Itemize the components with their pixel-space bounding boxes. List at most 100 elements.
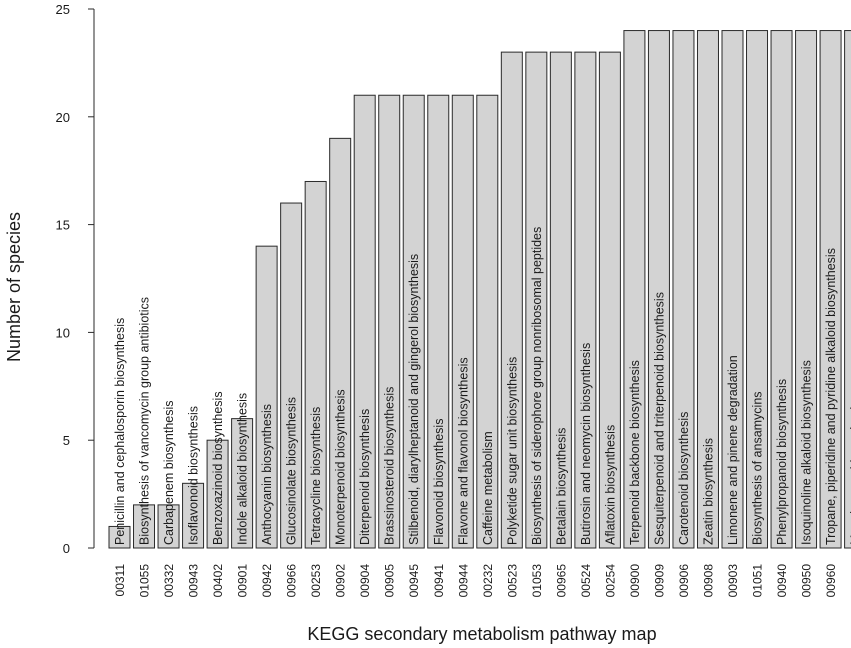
x-tick-label: 00905 (383, 564, 397, 598)
x-tick-label: 01053 (530, 564, 544, 598)
bar-label: Indole alkaloid biosynthesis (236, 393, 250, 545)
bar (598, 51, 621, 549)
bar (304, 180, 327, 549)
bar-label: Benzoxazinoid biosynthesis (211, 391, 225, 545)
x-tick-label: 00908 (701, 564, 715, 598)
x-tick-label: 00332 (162, 564, 176, 598)
bar-label: Biosynthesis of ansamycins (751, 391, 765, 545)
x-tick-label: 00950 (800, 564, 814, 598)
bar (844, 30, 851, 549)
x-tick-label: 00903 (726, 564, 740, 598)
x-tick-label: 00524 (579, 564, 593, 598)
x-tick-label: 00966 (285, 564, 299, 598)
bar (819, 30, 842, 549)
bar (255, 245, 278, 549)
x-tick-label: 00960 (824, 564, 838, 598)
x-tick-label: 00945 (407, 564, 421, 598)
bar-label: Biosynthesis of vancomycin group antibio… (138, 297, 152, 545)
x-tick-label: 00965 (554, 564, 568, 598)
bar (378, 94, 401, 549)
x-tick-label: 00254 (603, 564, 617, 598)
bar (427, 94, 450, 549)
x-axis-title: KEGG secondary metabolism pathway map (307, 624, 656, 644)
y-tick-label: 5 (63, 433, 70, 448)
x-tick-label: 00232 (481, 564, 495, 598)
x-tick-label: 00261 (849, 564, 851, 598)
bar (353, 94, 376, 549)
bar-label: Anthocyanin biosynthesis (260, 404, 274, 545)
bar-label: Terpenoid backbone biosynthesis (628, 360, 642, 545)
bar (451, 94, 474, 549)
x-tick-label: 00904 (358, 564, 372, 598)
bar-label: Carotenoid biosynthesis (677, 412, 691, 545)
x-tick-label: 00940 (775, 564, 789, 598)
bar-label: Glucosinolate biosynthesis (285, 397, 299, 545)
bar-label: Biosynthesis of siderophore group nonrib… (530, 227, 544, 545)
bar-label: Isoflavonoid biosynthesis (187, 406, 201, 545)
y-tick-label: 20 (56, 110, 70, 125)
bar (721, 30, 744, 549)
bar-label: Monoterpenoid biosynthesis (334, 389, 348, 545)
bar (108, 525, 131, 549)
bar-label: Limonene and pinene degradation (726, 355, 740, 545)
x-tick-label: 00900 (628, 564, 642, 598)
bars (108, 30, 851, 549)
bar-label: Monobactam biosynthesis (849, 400, 851, 545)
y-tick-label: 10 (56, 325, 70, 340)
bar (525, 51, 548, 549)
bar-label: Diterpenoid biosynthesis (358, 409, 372, 545)
x-tick-label: 01055 (138, 564, 152, 598)
bar (647, 30, 670, 549)
x-tick-label: 00906 (677, 564, 691, 598)
bar (574, 51, 597, 549)
bar-label: Carbapenem biosynthesis (162, 400, 176, 545)
bar (770, 30, 793, 549)
x-tick-label: 01051 (751, 564, 765, 598)
bar (500, 51, 523, 549)
bar (623, 30, 646, 549)
bar (476, 94, 499, 549)
bar-label: Penicillin and cephalosporin biosynthesi… (113, 318, 127, 545)
bar-label: Tetracycline biosynthesis (309, 407, 323, 545)
bar (329, 137, 352, 549)
bar (157, 504, 180, 549)
y-axis: 0 5 10 15 20 25 (56, 2, 95, 556)
x-tick-labels: 00311 01055 00332 00943 00402 00901 00942 00966… (113, 564, 851, 598)
x-tick-label: 00941 (432, 564, 446, 598)
y-tick-label: 15 (56, 218, 70, 233)
x-tick-label: 00902 (334, 564, 348, 598)
y-tick-label: 0 (63, 541, 70, 556)
bar-label: Aflatoxin biosynthesis (603, 425, 617, 545)
bar (746, 30, 769, 549)
y-tick-label: 25 (56, 2, 70, 17)
bar-label: Betalain biosynthesis (554, 428, 568, 545)
bar-label: Zeatin biosynthesis (701, 438, 715, 545)
y-axis-title: Number of species (4, 212, 24, 362)
x-tick-label: 00253 (309, 564, 323, 598)
bar-label: Phenylpropanoid biosynthesis (775, 379, 789, 545)
bar-label: Caffeine metabolism (481, 431, 495, 545)
bar-label: Stilbenoid, diarylheptanoid and gingerol… (407, 254, 421, 545)
bar-label: Sesquiterpenoid and triterpenoid biosynt… (652, 292, 666, 545)
bar (206, 439, 229, 549)
bar-label: Brassinosteroid biosynthesis (383, 387, 397, 545)
x-tick-label: 00943 (187, 564, 201, 598)
x-tick-label: 00942 (260, 564, 274, 598)
x-tick-label: 00402 (211, 564, 225, 598)
bar (672, 30, 695, 549)
x-tick-label: 00944 (456, 564, 470, 598)
bar (549, 51, 572, 549)
bar (795, 30, 818, 549)
x-tick-label: 00901 (236, 564, 250, 598)
bar-label: Isoquinoline alkaloid biosynthesis (800, 360, 814, 545)
bar (696, 30, 719, 549)
bar-labels: Penicillin and cephalosporin biosynthesi… (113, 227, 851, 545)
bar-label: Tropane, piperidine and pyridine alkaloi… (824, 248, 838, 545)
bar-label: Butirosin and neomycin biosynthesis (579, 343, 593, 545)
bar (402, 94, 425, 549)
bar-label: Polyketide sugar unit biosynthesis (505, 357, 519, 545)
bar (133, 504, 156, 549)
x-tick-label: 00523 (505, 564, 519, 598)
bar-label: Flavone and flavonol biosynthesis (456, 357, 470, 545)
bar-label: Flavonoid biosynthesis (432, 419, 446, 545)
